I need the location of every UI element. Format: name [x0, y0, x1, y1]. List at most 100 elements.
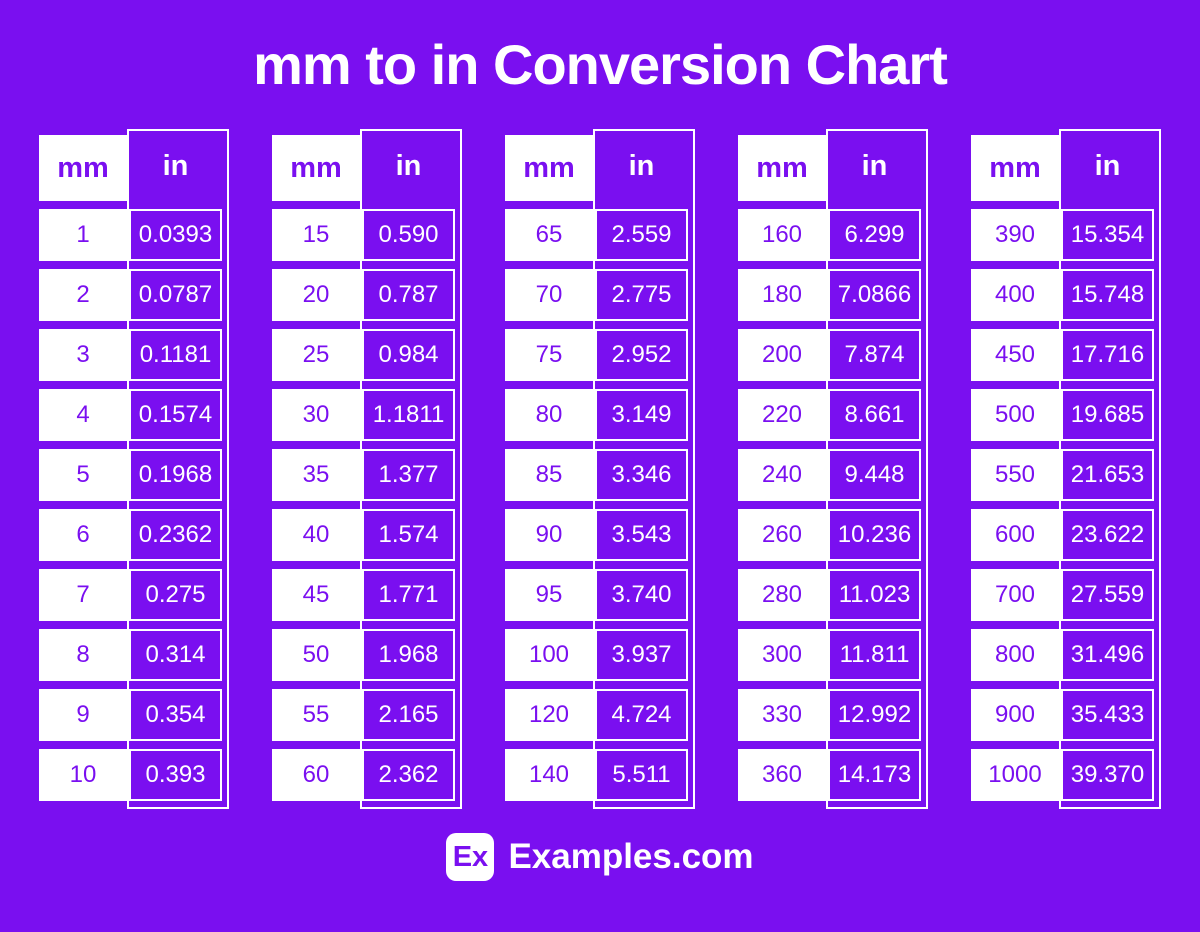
- in-value-cell: 9.448: [828, 449, 921, 501]
- mm-value-cell: 140: [505, 749, 593, 801]
- column-header-mm: mm: [272, 135, 360, 201]
- mm-value-cell: 90: [505, 509, 593, 561]
- in-value-cell: 0.393: [129, 749, 222, 801]
- in-value-cell: 17.716: [1061, 329, 1154, 381]
- column-header-mm: mm: [971, 135, 1059, 201]
- in-value-cell: 5.511: [595, 749, 688, 801]
- in-value-cell: 0.1181: [129, 329, 222, 381]
- in-value-cell: 1.377: [362, 449, 455, 501]
- column-header-in: in: [129, 131, 222, 201]
- mm-value-cell: 550: [971, 449, 1059, 501]
- mm-value-cell: 600: [971, 509, 1059, 561]
- column-header-mm: mm: [39, 135, 127, 201]
- footer: Ex Examples.com: [0, 833, 1200, 881]
- mm-value-cell: 120: [505, 689, 593, 741]
- in-value-cell: 0.314: [129, 629, 222, 681]
- mm-value-cell: 360: [738, 749, 826, 801]
- in-value-cell: 0.354: [129, 689, 222, 741]
- in-value-cell: 4.724: [595, 689, 688, 741]
- conversion-tables-row: mm 1 2 3 4 5 6 7 8 9 10 in 0.0393 0.0787 0.1181 0.1574 0…: [0, 129, 1200, 809]
- mm-value-cell: 800: [971, 629, 1059, 681]
- mm-value-cell: 450: [971, 329, 1059, 381]
- column-header-in: in: [828, 131, 921, 201]
- in-value-cell: 0.0393: [129, 209, 222, 261]
- mm-column: mm 1 2 3 4 5 6 7 8 9 10: [39, 135, 127, 809]
- in-value-cell: 2.559: [595, 209, 688, 261]
- mm-value-cell: 700: [971, 569, 1059, 621]
- mm-value-cell: 180: [738, 269, 826, 321]
- examples-logo: Ex: [446, 833, 495, 881]
- in-value-cell: 10.236: [828, 509, 921, 561]
- in-value-cell: 0.1968: [129, 449, 222, 501]
- in-value-cell: 31.496: [1061, 629, 1154, 681]
- mm-value-cell: 30: [272, 389, 360, 441]
- in-value-cell: 3.740: [595, 569, 688, 621]
- in-value-cell: 11.023: [828, 569, 921, 621]
- mm-value-cell: 400: [971, 269, 1059, 321]
- in-value-cell: 2.165: [362, 689, 455, 741]
- conversion-table-2: mm 15 20 25 30 35 40 45 50 55 60 in 0.590 0.787 0.984 1…: [272, 129, 462, 809]
- mm-value-cell: 2: [39, 269, 127, 321]
- column-header-in: in: [362, 131, 455, 201]
- in-value-cell: 1.574: [362, 509, 455, 561]
- mm-value-cell: 200: [738, 329, 826, 381]
- mm-column: mm 15 20 25 30 35 40 45 50 55 60: [272, 135, 360, 809]
- brand-name: Examples.com: [508, 837, 754, 876]
- mm-value-cell: 55: [272, 689, 360, 741]
- conversion-table-3: mm 65 70 75 80 85 90 95 100 120 140 in 2.559 2.775 2.9…: [505, 129, 695, 809]
- in-value-cell: 0.2362: [129, 509, 222, 561]
- in-value-cell: 3.543: [595, 509, 688, 561]
- in-value-cell: 27.559: [1061, 569, 1154, 621]
- mm-value-cell: 65: [505, 209, 593, 261]
- conversion-table-4: mm 160 180 200 220 240 260 280 300 330 360 in 6.299 7…: [738, 129, 928, 809]
- examples-logo-text: Ex: [452, 840, 489, 873]
- in-value-cell: 0.787: [362, 269, 455, 321]
- mm-value-cell: 95: [505, 569, 593, 621]
- column-header-mm: mm: [505, 135, 593, 201]
- mm-value-cell: 10: [39, 749, 127, 801]
- in-column: in 2.559 2.775 2.952 3.149 3.346 3.543 3.740 3.9…: [593, 129, 695, 809]
- in-value-cell: 0.1574: [129, 389, 222, 441]
- in-column: in 6.299 7.0866 7.874 8.661 9.448 10.236 11.023…: [826, 129, 928, 809]
- column-header-in: in: [595, 131, 688, 201]
- mm-value-cell: 15: [272, 209, 360, 261]
- mm-value-cell: 4: [39, 389, 127, 441]
- mm-column: mm 390 400 450 500 550 600 700 800 900 1000: [971, 135, 1059, 809]
- in-value-cell: 21.653: [1061, 449, 1154, 501]
- in-value-cell: 39.370: [1061, 749, 1154, 801]
- mm-value-cell: 50: [272, 629, 360, 681]
- mm-value-cell: 60: [272, 749, 360, 801]
- mm-value-cell: 80: [505, 389, 593, 441]
- in-value-cell: 7.0866: [828, 269, 921, 321]
- mm-value-cell: 45: [272, 569, 360, 621]
- in-value-cell: 15.748: [1061, 269, 1154, 321]
- in-value-cell: 2.362: [362, 749, 455, 801]
- mm-column: mm 160 180 200 220 240 260 280 300 330 360: [738, 135, 826, 809]
- page-title: mm to in Conversion Chart: [253, 33, 948, 96]
- mm-value-cell: 40: [272, 509, 360, 561]
- in-value-cell: 23.622: [1061, 509, 1154, 561]
- mm-value-cell: 20: [272, 269, 360, 321]
- in-value-cell: 0.590: [362, 209, 455, 261]
- mm-value-cell: 70: [505, 269, 593, 321]
- mm-value-cell: 3: [39, 329, 127, 381]
- mm-value-cell: 160: [738, 209, 826, 261]
- mm-value-cell: 25: [272, 329, 360, 381]
- in-value-cell: 3.149: [595, 389, 688, 441]
- in-value-cell: 12.992: [828, 689, 921, 741]
- in-value-cell: 11.811: [828, 629, 921, 681]
- conversion-table-1: mm 1 2 3 4 5 6 7 8 9 10 in 0.0393 0.0787 0.1181 0.1574 0…: [39, 129, 229, 809]
- mm-value-cell: 1000: [971, 749, 1059, 801]
- in-value-cell: 35.433: [1061, 689, 1154, 741]
- mm-value-cell: 220: [738, 389, 826, 441]
- mm-value-cell: 500: [971, 389, 1059, 441]
- column-header-in: in: [1061, 131, 1154, 201]
- column-header-mm: mm: [738, 135, 826, 201]
- mm-value-cell: 330: [738, 689, 826, 741]
- in-value-cell: 6.299: [828, 209, 921, 261]
- mm-value-cell: 6: [39, 509, 127, 561]
- in-value-cell: 3.346: [595, 449, 688, 501]
- in-column: in 0.590 0.787 0.984 1.1811 1.377 1.574 1.771 1.…: [360, 129, 462, 809]
- mm-value-cell: 85: [505, 449, 593, 501]
- mm-value-cell: 7: [39, 569, 127, 621]
